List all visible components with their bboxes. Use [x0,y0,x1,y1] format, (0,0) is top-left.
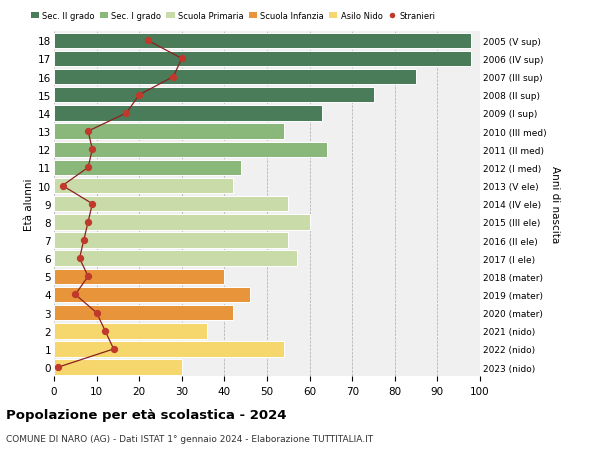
Point [79,237,89,244]
Bar [54,341,284,357]
Y-axis label: Anni di nascita: Anni di nascita [550,166,560,243]
Bar [54,70,416,85]
Legend: Sec. II grado, Sec. I grado, Scuola Primaria, Scuola Infanzia, Asilo Nido, Stran: Sec. II grado, Sec. I grado, Scuola Prim… [31,12,435,21]
Point [169,74,178,81]
Bar [54,269,224,285]
Bar [54,88,373,103]
Point [75,255,85,262]
Bar [54,124,284,140]
Bar [54,51,472,67]
Bar [54,215,310,230]
Point [177,56,187,63]
Bar [54,179,233,194]
Point [88,201,97,208]
Point [83,218,93,226]
Bar [54,34,472,49]
Point [109,346,118,353]
Bar [54,359,182,375]
Text: COMUNE DI NARO (AG) - Dati ISTAT 1° gennaio 2024 - Elaborazione TUTTITALIA.IT: COMUNE DI NARO (AG) - Dati ISTAT 1° genn… [6,434,373,443]
Bar [54,305,233,321]
Bar [54,233,288,248]
Point [122,110,131,118]
Point [88,146,97,154]
Bar [54,106,322,121]
Point [134,92,144,99]
Point [83,128,93,135]
Bar [54,160,241,176]
Point [100,327,110,335]
Point [92,309,101,317]
Point [71,291,80,298]
Y-axis label: Età alunni: Età alunni [24,178,34,230]
Bar [54,324,208,339]
Point [83,273,93,280]
Point [53,364,63,371]
Bar [54,287,250,302]
Point [83,164,93,172]
Point [58,183,67,190]
Text: Popolazione per età scolastica - 2024: Popolazione per età scolastica - 2024 [6,409,287,421]
Point [143,38,152,45]
Bar [54,142,326,157]
Bar [54,251,297,266]
Bar [54,196,288,212]
